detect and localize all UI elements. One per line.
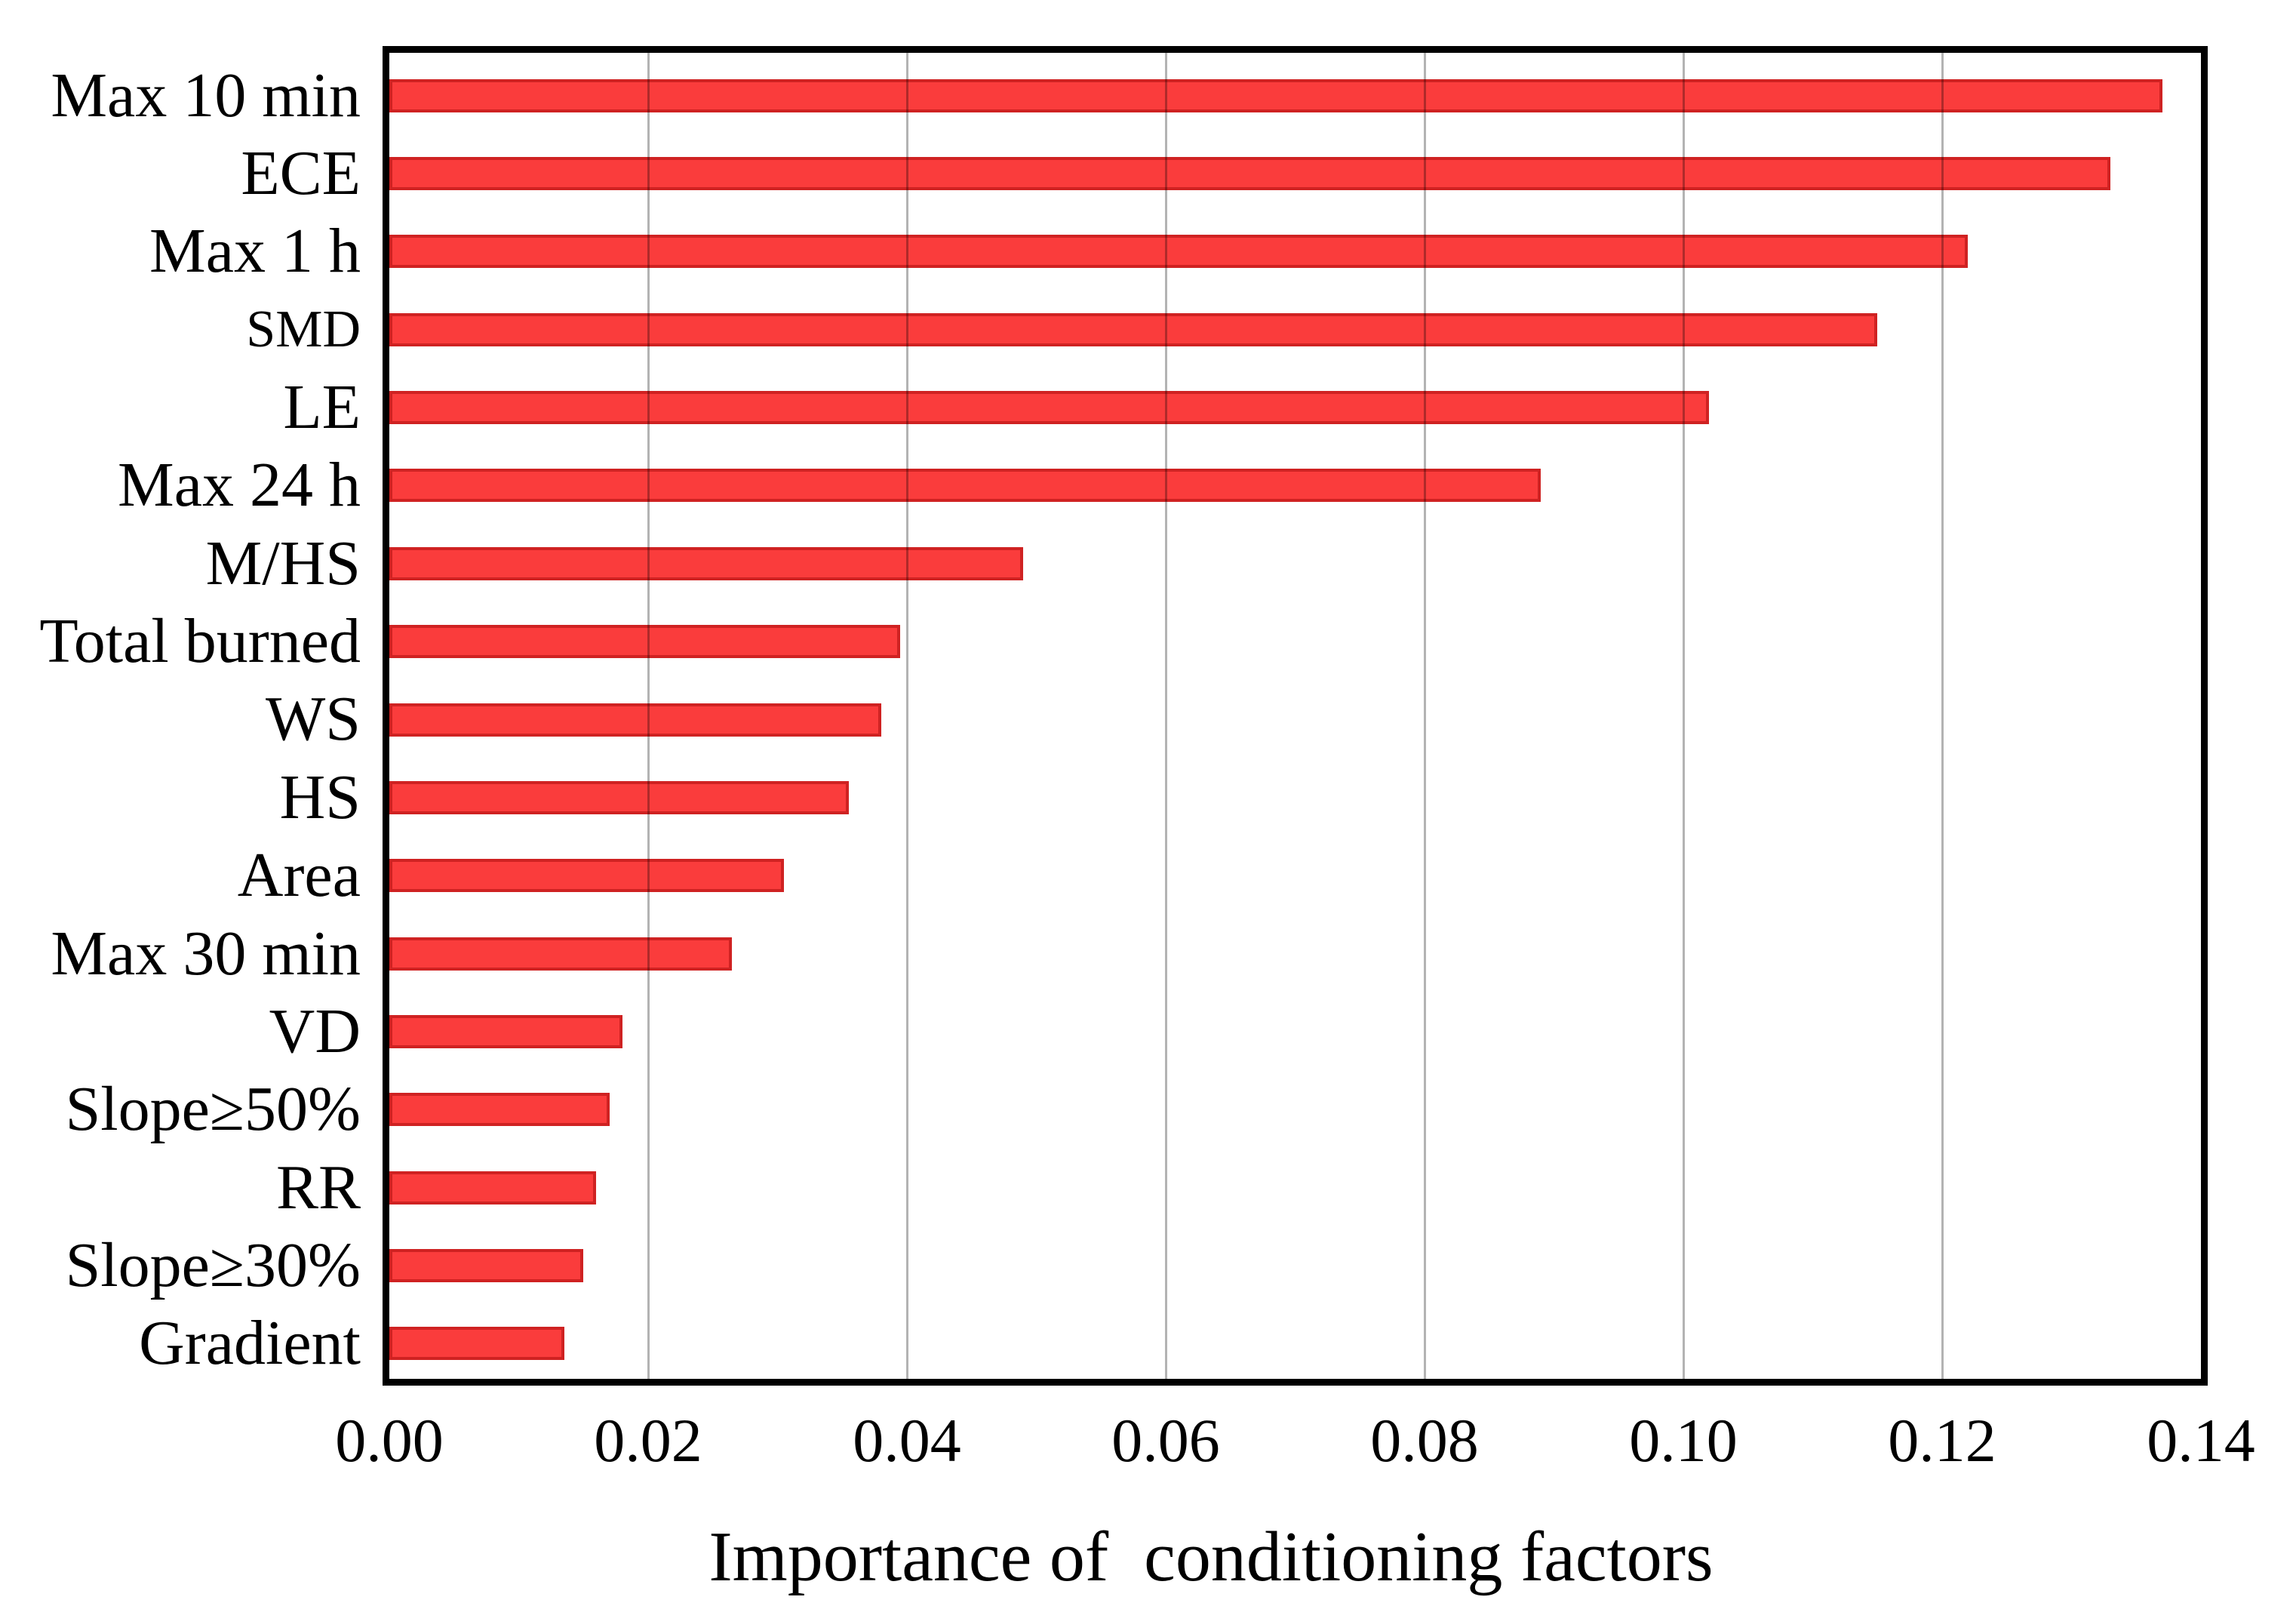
y-axis-label: M/HS xyxy=(205,528,361,598)
x-tick-label: 0.08 xyxy=(1370,1406,1479,1475)
bar xyxy=(389,625,900,659)
y-axis-label: Max 10 min xyxy=(51,60,361,131)
y-axis-label: Slope≥50% xyxy=(65,1074,361,1145)
bar xyxy=(389,1327,564,1361)
plot-area xyxy=(383,46,2208,1386)
y-axis-label: ECE xyxy=(241,138,361,209)
y-axis-label: Gradient xyxy=(139,1308,361,1379)
bar xyxy=(389,157,2110,191)
y-axis-label: HS xyxy=(279,761,361,832)
bar xyxy=(389,1014,622,1048)
y-axis-label: Max 30 min xyxy=(51,918,361,989)
x-tick-label: 0.12 xyxy=(1888,1406,1996,1475)
x-tick-label: 0.04 xyxy=(853,1406,961,1475)
bar xyxy=(389,1093,610,1127)
gridline xyxy=(1682,53,1685,1379)
bar xyxy=(389,312,1877,346)
y-axis-label: Max 1 h xyxy=(149,216,361,287)
y-axis-label: LE xyxy=(283,372,361,443)
y-axis-label: Area xyxy=(237,840,361,911)
bar xyxy=(389,937,732,971)
x-tick-label: 0.14 xyxy=(2147,1406,2255,1475)
bar xyxy=(389,391,1709,425)
y-axis-label: RR xyxy=(275,1152,361,1223)
bar xyxy=(389,546,1023,580)
gridline xyxy=(1941,53,1944,1379)
gridline xyxy=(647,53,650,1379)
gridline xyxy=(1423,53,1426,1379)
bar xyxy=(389,859,784,893)
bar xyxy=(389,1171,596,1204)
y-axis-label: Slope≥30% xyxy=(65,1229,361,1300)
bar xyxy=(389,78,2162,112)
y-axis-label: SMD xyxy=(246,300,361,358)
bar xyxy=(389,703,881,737)
y-axis-label: Max 24 h xyxy=(118,450,361,521)
bar xyxy=(389,780,849,814)
x-axis-title: Importance of conditioning factors xyxy=(708,1518,1714,1596)
x-tick-label: 0.00 xyxy=(335,1406,444,1475)
y-axis-label: WS xyxy=(266,684,361,755)
x-tick-label: 0.02 xyxy=(594,1406,702,1475)
x-tick-label: 0.10 xyxy=(1629,1406,1738,1475)
x-tick-label: 0.06 xyxy=(1111,1406,1220,1475)
bar xyxy=(389,1248,583,1282)
y-axis-label: Total burned xyxy=(39,606,361,677)
bar xyxy=(389,235,1968,269)
y-axis-label: VD xyxy=(269,995,361,1066)
bar xyxy=(389,469,1541,503)
gridline xyxy=(1164,53,1167,1379)
gridline xyxy=(905,53,908,1379)
